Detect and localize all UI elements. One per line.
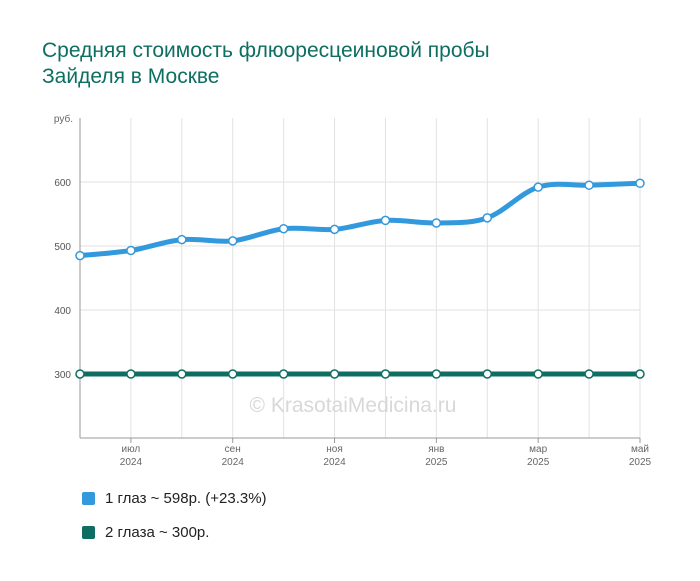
data-point [584, 180, 594, 190]
data-point [329, 369, 340, 379]
x-tick-label-month: янв [428, 444, 444, 455]
data-point [431, 218, 442, 228]
x-tick-label-year: 2025 [425, 457, 448, 468]
series-line-1 [77, 180, 643, 259]
data-point [380, 369, 391, 379]
data-point [329, 224, 340, 235]
axes: 300 400 500 600 руб. июл 2024 сен 2024 ноя 2024 янв… [54, 113, 652, 468]
x-tick-label-month: май [631, 444, 649, 455]
y-tick-label: 500 [54, 242, 71, 253]
x-tick-label-month: ноя [326, 444, 343, 455]
data-point [533, 369, 543, 379]
y-tick-label: 600 [54, 178, 71, 189]
x-tick-label-month: июл [122, 444, 141, 455]
data-point [278, 369, 289, 379]
data-point [635, 178, 645, 189]
legend-label-2: 2 глаза ~ 300р. [105, 524, 210, 541]
legend-swatch-2 [82, 526, 95, 539]
x-tick-label-year: 2024 [120, 457, 143, 468]
chart-title-line-2: Зайделя в Москве [42, 65, 220, 88]
data-point [380, 215, 391, 226]
data-point [75, 250, 85, 261]
data-point [584, 369, 594, 379]
x-tick-label-year: 2024 [323, 457, 346, 468]
legend-item-1[interactable]: 1 глаз ~ 598р. (+23.3%) [82, 490, 267, 507]
y-unit-label: руб. [54, 113, 73, 125]
x-tick-label-year: 2024 [222, 457, 245, 468]
chart-title-line-1: Средняя стоимость флюоресцеиновой пробы [42, 39, 490, 62]
data-point [635, 369, 645, 379]
data-point [126, 369, 136, 379]
data-point [482, 369, 493, 379]
y-tick-label: 300 [54, 370, 71, 381]
data-point [177, 369, 187, 379]
x-tick-label-year: 2025 [629, 457, 652, 468]
data-point [227, 236, 238, 246]
legend-swatch-1 [82, 492, 95, 505]
x-tick-label-month: мар [529, 444, 547, 455]
data-point [278, 223, 289, 234]
data-point [431, 369, 442, 379]
data-point [533, 182, 543, 192]
data-point [482, 213, 493, 223]
grid-lines [79, 118, 641, 438]
legend-item-2[interactable]: 2 глаза ~ 300р. [82, 524, 209, 541]
x-tick-label-year: 2025 [527, 457, 550, 468]
x-tick-label-month: сен [225, 444, 241, 455]
data-point [227, 369, 238, 379]
chart-title: Средняя стоимость флюоресцеиновой пробы … [42, 38, 642, 90]
data-point [126, 245, 136, 256]
watermark: © KrasotaiMedicina.ru [250, 394, 457, 417]
data-point [177, 234, 187, 245]
series-group [75, 178, 645, 379]
legend-label-1: 1 глаз ~ 598р. (+23.3%) [105, 490, 267, 507]
data-point [75, 369, 85, 379]
y-tick-label: 400 [54, 306, 71, 317]
